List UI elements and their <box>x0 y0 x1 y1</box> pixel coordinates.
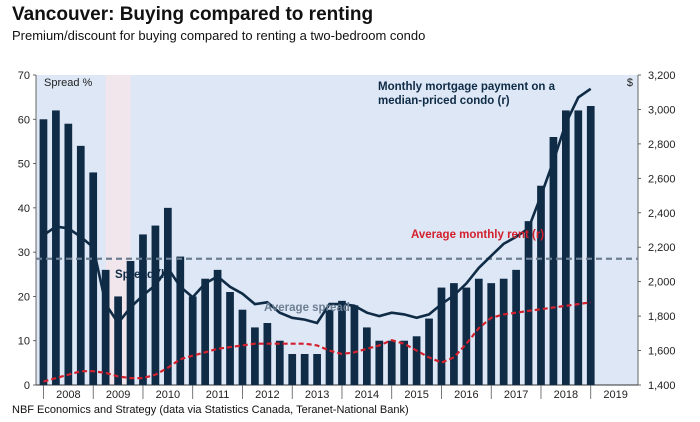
right-tick-label: 1,600 <box>648 346 676 358</box>
spread-bar <box>437 287 446 385</box>
spread-bar <box>425 318 433 385</box>
spread-bar <box>89 172 98 385</box>
spread-bar <box>163 207 172 385</box>
x-tick-label: 2013 <box>305 389 329 401</box>
mortgage-label-line-2: median-priced condo (r) <box>378 95 510 107</box>
spread-bar <box>139 234 147 385</box>
left-tick-label: 50 <box>18 159 30 171</box>
spread-bar <box>375 340 384 385</box>
spread-bar <box>574 110 583 385</box>
spread-bar <box>114 296 122 385</box>
right-tick-label: 2,800 <box>648 139 676 151</box>
spread-bar <box>226 292 234 385</box>
mortgage-series-label: Monthly mortgage payment on a median-pri… <box>378 81 558 107</box>
spread-series-label: Spread (l) <box>115 269 168 281</box>
spread-bar <box>412 336 421 385</box>
spread-bar <box>64 123 73 385</box>
spread-bar <box>176 256 185 385</box>
left-tick-label: 40 <box>18 203 30 215</box>
x-tick-label: 2008 <box>56 389 80 401</box>
left-tick-label: 0 <box>24 380 30 392</box>
spread-bar <box>450 283 458 385</box>
spread-bar <box>474 278 483 385</box>
right-tick-label: 3,000 <box>648 104 676 116</box>
x-tick-label: 2010 <box>156 389 180 401</box>
spread-bar <box>350 305 359 385</box>
left-tick-label: 20 <box>18 291 30 303</box>
spread-bar <box>39 119 48 386</box>
spread-bar <box>238 309 247 385</box>
average-spread-label: Average spread <box>264 302 350 314</box>
spread-bar <box>101 269 110 385</box>
spread-bar <box>537 185 545 385</box>
x-tick-label: 2016 <box>454 389 478 401</box>
spread-bar <box>400 340 409 385</box>
rent-series-label: Average monthly rent (r) <box>411 229 544 241</box>
right-tick-label: 3,200 <box>648 70 676 82</box>
spread-bar <box>586 106 595 385</box>
chart-title: Vancouver: Buying compared to renting <box>12 4 374 25</box>
spread-bar <box>487 283 496 385</box>
left-tick-label: 30 <box>18 247 30 259</box>
right-tick-label: 2,200 <box>648 242 676 254</box>
right-tick-label: 2,600 <box>648 173 676 185</box>
x-tick-label: 2011 <box>206 389 230 401</box>
right-tick-label: 1,400 <box>648 380 676 392</box>
spread-bar <box>52 110 60 385</box>
spread-bar <box>288 354 297 385</box>
spread-bar <box>325 309 334 385</box>
right-tick-label: 2,000 <box>648 277 676 289</box>
x-tick-label: 2015 <box>404 389 428 401</box>
right-axis-label: $ <box>627 77 633 89</box>
right-tick-label: 1,800 <box>648 311 676 323</box>
left-axis-label: Spread % <box>44 77 93 89</box>
left-tick-label: 10 <box>18 336 30 348</box>
spread-bar <box>263 323 272 385</box>
x-tick-label: 2009 <box>106 389 130 401</box>
spread-bar <box>213 269 222 385</box>
left-tick-label: 70 <box>18 70 30 82</box>
spread-bar <box>512 269 520 385</box>
spread-bar <box>462 287 471 385</box>
spread-bar <box>76 145 85 385</box>
source-note: NBF Economics and Strategy (data via Sta… <box>12 404 409 416</box>
x-tick-label: 2019 <box>603 389 627 401</box>
spread-bar <box>275 340 284 385</box>
x-tick-label: 2012 <box>255 389 279 401</box>
spread-bar <box>524 221 533 385</box>
left-tick-label: 60 <box>18 114 30 126</box>
rent-line <box>43 301 591 383</box>
spread-bar <box>251 327 259 385</box>
x-tick-label: 2017 <box>504 389 528 401</box>
x-tick-label: 2018 <box>554 389 578 401</box>
spread-bar <box>300 354 309 385</box>
mortgage-line <box>42 87 592 326</box>
spread-bar <box>362 327 371 385</box>
spread-bar <box>549 137 558 385</box>
spread-bar <box>188 296 197 385</box>
spread-bar <box>499 278 508 385</box>
spread-bar <box>126 261 135 385</box>
spread-bar <box>201 278 210 385</box>
spread-bar <box>338 300 346 385</box>
spread-bar <box>387 340 396 385</box>
spread-bar <box>151 225 160 385</box>
mortgage-label-line-1: Monthly mortgage payment on a <box>378 81 556 93</box>
chart-subtitle: Premium/discount for buying compared to … <box>12 28 426 43</box>
spread-bar <box>562 110 570 385</box>
spread-bar <box>313 354 321 385</box>
x-tick-label: 2014 <box>355 389 379 401</box>
right-tick-label: 2,400 <box>648 208 676 220</box>
